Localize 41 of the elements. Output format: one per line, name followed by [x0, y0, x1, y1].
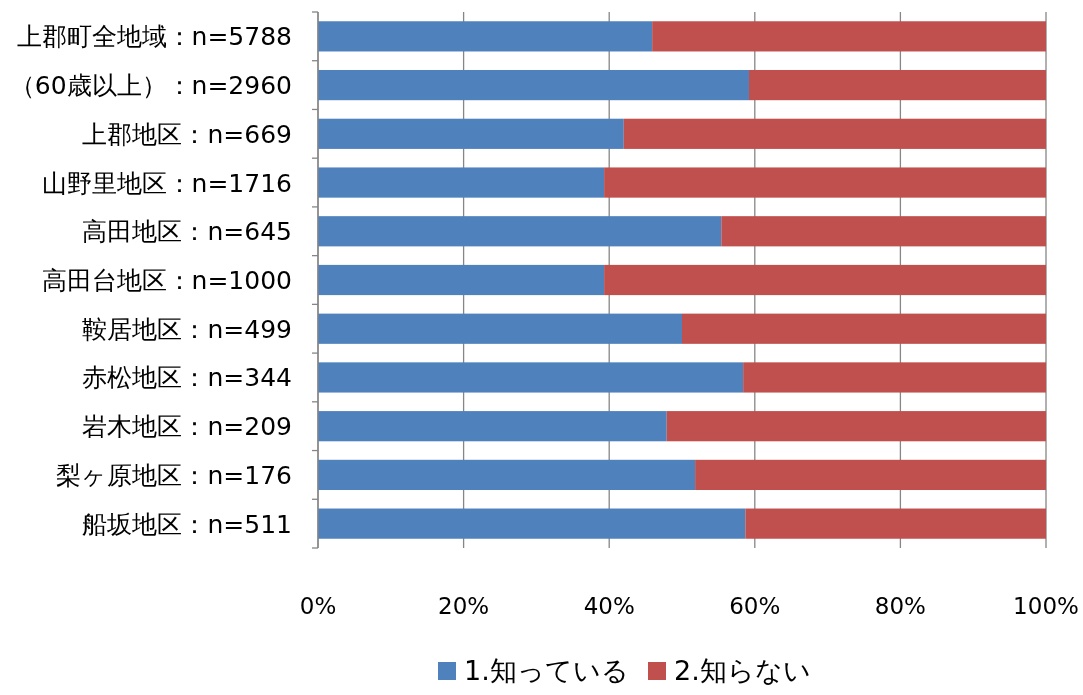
- y-tick-label: 高田台地区：n=1000: [41, 266, 292, 295]
- bar: [318, 508, 746, 539]
- x-tick-label: 0%: [299, 593, 337, 619]
- x-tick-label: 40%: [583, 593, 635, 619]
- bar: [318, 216, 722, 247]
- y-tick-label: 高田地区：n=645: [82, 217, 292, 247]
- legend-label: 1.知っている: [464, 655, 629, 686]
- bar: [318, 459, 696, 491]
- bar: [318, 69, 749, 101]
- y-tick-label: 上郡地区：n=669: [82, 119, 292, 149]
- legend-label: 2.知らない: [674, 655, 811, 686]
- bar: [318, 264, 605, 296]
- y-tick-label: 赤松地区：n=344: [82, 363, 292, 393]
- y-tick-label: 鞍居地区：n=499: [82, 314, 292, 344]
- y-tick-label: 船坂地区：n=511: [82, 509, 292, 539]
- y-tick-label: 山野里地区：n=1716: [41, 168, 292, 198]
- y-tick-label: 岩木地区：n=209: [82, 412, 292, 442]
- bar: [604, 167, 1046, 198]
- bar: [748, 69, 1046, 101]
- bar: [318, 21, 653, 52]
- bar: [745, 508, 1046, 539]
- bar: [318, 362, 744, 393]
- bar: [743, 362, 1046, 393]
- bar: [666, 411, 1046, 442]
- bar: [623, 118, 1046, 149]
- bar: [318, 167, 605, 198]
- bar: [652, 21, 1046, 52]
- bar: [721, 216, 1046, 247]
- x-tick-label: 20%: [438, 593, 490, 619]
- bar: [318, 411, 667, 442]
- bar: [318, 313, 682, 344]
- bar: [604, 264, 1046, 296]
- y-tick-label: （60歳以上）：n=2960: [9, 71, 292, 101]
- bar: [695, 459, 1046, 491]
- y-tick-label: 梨ヶ原地区：n=176: [56, 460, 292, 490]
- bar: [318, 118, 624, 149]
- x-tick-label: 100%: [1013, 593, 1079, 619]
- bar: [682, 313, 1046, 344]
- y-tick-label: 上郡町全地域：n=5788: [16, 22, 292, 52]
- x-tick-label: 80%: [874, 593, 926, 619]
- x-tick-label: 60%: [729, 593, 781, 619]
